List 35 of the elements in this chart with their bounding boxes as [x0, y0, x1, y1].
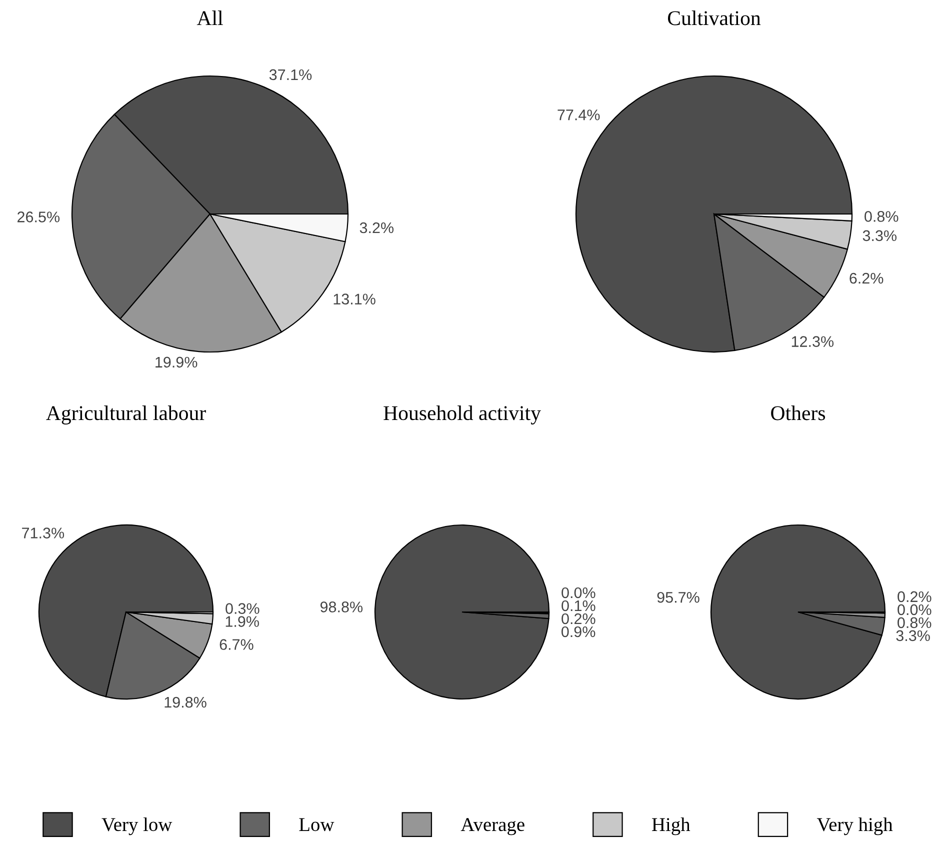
chart-title: Others: [771, 406, 826, 420]
text: 0.0%: [898, 604, 932, 616]
data-label: 13.1%: [334, 294, 376, 304]
data-label: 0.9%: [561, 626, 596, 638]
data-label: 0.1%: [562, 600, 596, 612]
legend-label: Very high: [816, 817, 893, 836]
data-label: 0.8%: [898, 617, 932, 628]
data-label: 12.3%: [792, 336, 834, 347]
data-label: 98.8%: [320, 602, 363, 612]
data-label: 6.7%: [220, 639, 254, 650]
legend-label: Very low: [102, 817, 172, 836]
data-label: 0.3%: [226, 603, 260, 614]
legend-label: Low: [299, 818, 334, 832]
chart-title: Agricultural labour: [46, 406, 206, 424]
data-label: 0.8%: [864, 211, 898, 222]
data-label: 3.2%: [360, 222, 394, 234]
text: 0.0%: [562, 587, 596, 598]
legend-label: Average: [460, 818, 524, 836]
data-label: 0.2%: [898, 591, 932, 602]
data-label: 95.7%: [657, 592, 700, 603]
data-label: 3.3%: [862, 230, 897, 242]
data-label: 1.9%: [226, 616, 259, 627]
data-label: 19.9%: [156, 356, 198, 368]
data-label: 71.3%: [22, 528, 64, 538]
data-label: 3.3%: [896, 630, 930, 642]
data-label: 19.8%: [164, 696, 206, 708]
chart-title: All: [196, 10, 223, 26]
data-label: 6.2%: [850, 272, 884, 284]
legend-label: High: [652, 817, 690, 836]
data-label: 77.4%: [558, 110, 600, 120]
chart-title: Household activity: [384, 406, 541, 424]
data-label: 26.5%: [18, 212, 60, 222]
data-label: 37.1%: [269, 69, 312, 80]
chart-title: Cultivation: [668, 10, 761, 26]
data-label: 0.2%: [562, 613, 596, 624]
